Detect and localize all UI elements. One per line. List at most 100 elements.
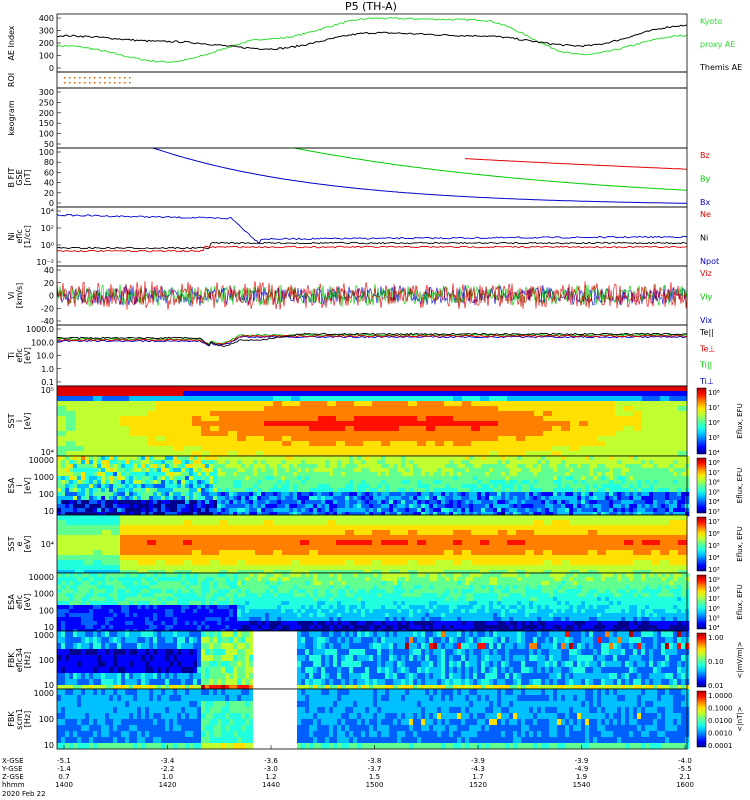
spectrogram-cell — [75, 401, 85, 407]
bz-line — [464, 158, 688, 170]
spectrogram-cell — [173, 508, 178, 513]
spectrogram-cell — [282, 401, 292, 407]
spectrogram-cell — [61, 492, 66, 497]
spectrogram-cell — [165, 520, 175, 526]
spectrogram-cell — [471, 515, 481, 521]
spectrogram-cell — [69, 589, 74, 594]
spectrogram-cell — [117, 496, 122, 501]
spectrogram-cell — [101, 609, 106, 614]
spectrogram-cell — [129, 545, 139, 551]
spectrogram-cell — [507, 535, 517, 541]
spectrogram-cell — [264, 530, 274, 536]
spectrogram-cell — [165, 460, 170, 465]
spectrogram-cell — [477, 472, 482, 477]
spectrogram-cell — [300, 441, 310, 447]
spectrogram-cell — [606, 525, 616, 531]
spectrogram-cell — [565, 484, 570, 489]
spectrogram-cell — [89, 472, 94, 477]
spectrogram-cell — [201, 625, 206, 630]
spectrogram-cell — [109, 476, 114, 481]
spectrogram-cell — [389, 468, 394, 473]
spectrogram-cell — [113, 464, 118, 469]
spectrogram-cell — [93, 601, 98, 606]
spectrogram-cell — [390, 550, 400, 556]
spectrogram-cell — [219, 391, 229, 397]
spectrogram-cell — [57, 555, 67, 561]
spectrogram-cell — [273, 468, 278, 473]
spectrogram-cell — [193, 597, 198, 602]
spectrogram-cell — [533, 472, 538, 477]
spectrogram-cell — [93, 421, 103, 427]
spectrogram-cell — [269, 512, 274, 517]
spectrogram-cell — [273, 520, 283, 526]
spectrogram-cell — [169, 589, 174, 594]
spectrogram-cell — [185, 496, 190, 501]
spectrogram-cell — [65, 480, 70, 485]
spectrogram-cell — [97, 472, 102, 477]
y-tick-label: 100.0 — [31, 338, 54, 347]
spectrogram-cell — [157, 456, 162, 461]
spectrogram-cell — [651, 396, 661, 402]
spectrogram-cell — [61, 573, 66, 578]
spectrogram-cell — [413, 476, 418, 481]
spectrogram-cell — [390, 451, 400, 457]
spectrogram-cell — [189, 581, 194, 586]
spectrogram-cell — [125, 605, 130, 610]
spectrogram-cell — [377, 512, 382, 517]
spectrogram-cell — [585, 480, 590, 485]
spectrogram-cell — [534, 520, 544, 526]
spectrogram-cell — [297, 488, 302, 493]
spectrogram-cell — [426, 545, 436, 551]
spectrogram-cell — [534, 540, 544, 546]
spectrogram-cell — [169, 504, 174, 509]
spectrogram-cell — [141, 609, 146, 614]
spectrogram-cell — [513, 496, 518, 501]
spectrogram-cell — [429, 512, 434, 517]
spectrogram-cell — [309, 508, 314, 513]
spectrogram-cell — [543, 560, 553, 566]
spectrogram-cell — [111, 396, 121, 402]
bx-line — [150, 147, 687, 204]
spectrogram-cell — [165, 609, 170, 614]
spectrogram-cell — [174, 540, 184, 546]
spectrogram-cell — [101, 613, 106, 618]
spectrogram-cell — [570, 416, 580, 422]
spectrogram-cell — [444, 555, 454, 561]
spectrogram-cell — [273, 441, 283, 447]
spectrogram-cell — [497, 508, 502, 513]
spectrogram-cell — [579, 446, 589, 452]
spectrogram-cell — [129, 512, 134, 517]
spectrogram-cell — [525, 401, 535, 407]
spectrogram-cell — [593, 496, 598, 501]
spectrogram-cell — [425, 476, 430, 481]
spectrogram-cell — [557, 508, 562, 513]
spectrogram-cell — [354, 431, 364, 437]
spectrogram-cell — [300, 515, 310, 521]
spectrogram-cell — [498, 550, 508, 556]
spectrogram-cell — [579, 540, 589, 546]
spectrogram-cell — [465, 500, 470, 505]
spectrogram-cell — [145, 460, 150, 465]
spectrogram-cell — [161, 484, 166, 489]
spectrogram-cell — [121, 585, 126, 590]
spectrogram-cell — [145, 621, 150, 626]
spectrogram-cell — [75, 451, 85, 457]
spectrogram-cell — [57, 468, 62, 473]
spectrogram-cell — [517, 456, 522, 461]
spectrogram-cell — [273, 545, 283, 551]
y-label: SST — [7, 536, 16, 551]
spectrogram-cell — [129, 621, 134, 626]
spectrogram-cell — [173, 585, 178, 590]
spectrogram-cell — [579, 421, 589, 427]
spectrogram-cell — [372, 441, 382, 447]
spectrogram-cell — [642, 411, 652, 417]
spectrogram-cell — [133, 609, 138, 614]
spectrogram-cell — [444, 550, 454, 556]
spectrogram-cell — [181, 597, 186, 602]
spectrogram-cell — [390, 411, 400, 417]
spectrogram-cell — [435, 515, 445, 521]
spectrogram-cell — [336, 431, 346, 437]
spectrogram-cell — [549, 480, 554, 485]
spectrogram-cell — [390, 406, 400, 412]
spectrogram-cell — [277, 460, 282, 465]
